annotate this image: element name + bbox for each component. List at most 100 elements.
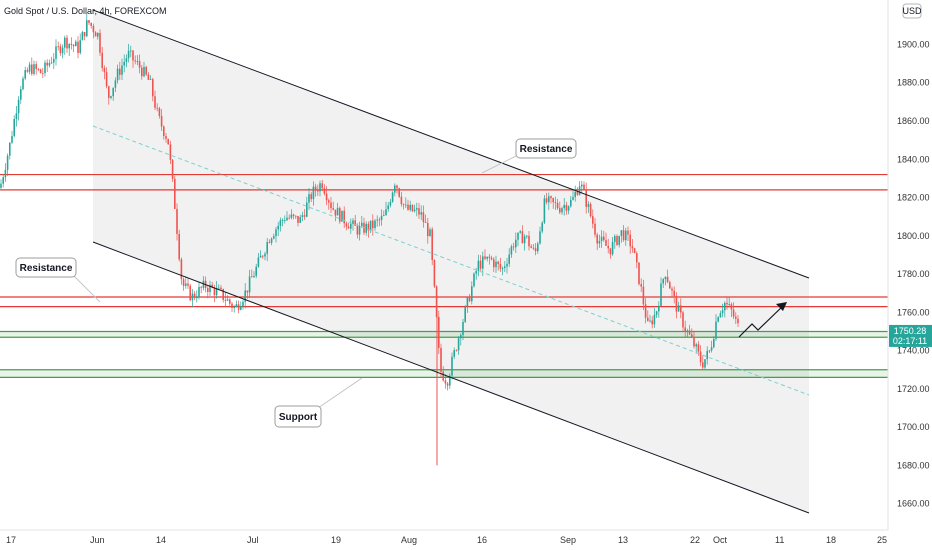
channel-midline[interactable] — [92, 125, 810, 396]
candle — [457, 336, 460, 355]
candle — [484, 249, 486, 261]
candle — [119, 61, 121, 80]
candle — [26, 67, 29, 73]
time-tick-label: 14 — [156, 535, 166, 545]
price-tick-label: 1880.00 — [897, 78, 930, 88]
candle — [556, 198, 559, 210]
candle — [345, 221, 348, 231]
candle — [396, 184, 398, 194]
candle — [550, 195, 552, 204]
resistance-callout-left[interactable]: Resistance — [15, 257, 101, 303]
candle — [169, 140, 172, 165]
candle — [229, 298, 231, 308]
last-price-value: 1750.28 — [894, 326, 927, 336]
candle — [301, 211, 304, 222]
time-tick-label: Jun — [90, 535, 105, 545]
candle — [81, 30, 84, 41]
candle — [125, 54, 128, 68]
candle — [77, 36, 79, 59]
candle — [310, 191, 312, 203]
price-tick-label: 1680.00 — [897, 460, 930, 470]
candle — [275, 226, 277, 243]
candle — [290, 209, 293, 220]
candle — [631, 238, 634, 253]
candle — [627, 226, 629, 241]
candle — [240, 301, 242, 311]
candle — [248, 269, 251, 299]
channel-lower-line[interactable] — [92, 241, 810, 514]
channel-upper-line[interactable] — [92, 9, 810, 279]
candle — [187, 277, 189, 289]
projection-arrow[interactable] — [738, 303, 786, 338]
candle — [609, 248, 612, 259]
candle — [504, 261, 506, 273]
candle — [268, 239, 271, 244]
regression-channel-fill — [93, 10, 809, 513]
time-axis[interactable]: 17 Jun 14 Jul 19 Aug 16 Sep 13 22 Oct 11 18 25 — [0, 529, 888, 545]
price-tick-label: 1760.00 — [897, 307, 930, 317]
candle — [24, 66, 26, 81]
candle — [70, 37, 73, 50]
candle — [6, 153, 9, 176]
candle — [607, 238, 609, 254]
candle — [141, 64, 143, 80]
candle — [134, 55, 136, 65]
candle — [431, 227, 433, 266]
candle — [585, 182, 587, 214]
last-price-badge: 1750.28 02:17:11 — [889, 324, 932, 347]
candle — [688, 324, 691, 336]
candle — [378, 217, 381, 227]
candle — [455, 349, 458, 352]
candle — [552, 197, 554, 209]
candle — [50, 56, 53, 64]
resistance-callout-top[interactable]: Resistance — [481, 138, 577, 174]
candle — [374, 218, 376, 231]
candle — [116, 64, 119, 84]
currency-badge[interactable] — [902, 3, 922, 19]
symbol-title: Gold Spot / U.S. Dollar, 4h, FOREXCOM — [4, 6, 167, 16]
candle — [136, 55, 139, 66]
candle — [499, 257, 502, 272]
candle — [508, 248, 510, 268]
support-callout[interactable]: Support — [274, 377, 363, 428]
candle — [471, 281, 473, 305]
candle — [380, 209, 383, 226]
candle — [48, 59, 51, 68]
price-axis[interactable]: 1660.00 1680.00 1700.00 1720.00 1740.00 1760.… — [887, 0, 932, 530]
time-tick-label: 22 — [690, 535, 700, 545]
candle — [391, 191, 394, 203]
candle — [537, 241, 539, 254]
candle — [196, 290, 198, 303]
candle — [33, 60, 35, 76]
candle — [132, 49, 134, 68]
candle — [75, 39, 77, 47]
candle — [519, 229, 521, 234]
candle — [176, 203, 178, 241]
candle — [55, 39, 57, 66]
candle — [323, 184, 326, 196]
candle — [72, 44, 75, 53]
candle — [424, 214, 427, 223]
candle — [255, 263, 257, 279]
candle — [398, 187, 400, 198]
candle — [420, 205, 422, 221]
candle — [224, 292, 227, 307]
candle — [737, 315, 739, 328]
time-tick-label: 17 — [6, 535, 16, 545]
candle — [143, 61, 145, 78]
candle — [728, 296, 730, 307]
candle — [497, 260, 499, 271]
candle — [578, 181, 581, 196]
candle — [103, 65, 106, 80]
candle — [306, 196, 308, 218]
candle — [444, 374, 447, 389]
candle — [510, 244, 513, 258]
price-tick-label: 1700.00 — [897, 422, 930, 432]
candle — [101, 46, 103, 72]
candle — [9, 142, 11, 160]
candle — [4, 163, 7, 182]
candle — [605, 232, 607, 246]
candle — [138, 54, 141, 74]
candle — [180, 257, 183, 285]
